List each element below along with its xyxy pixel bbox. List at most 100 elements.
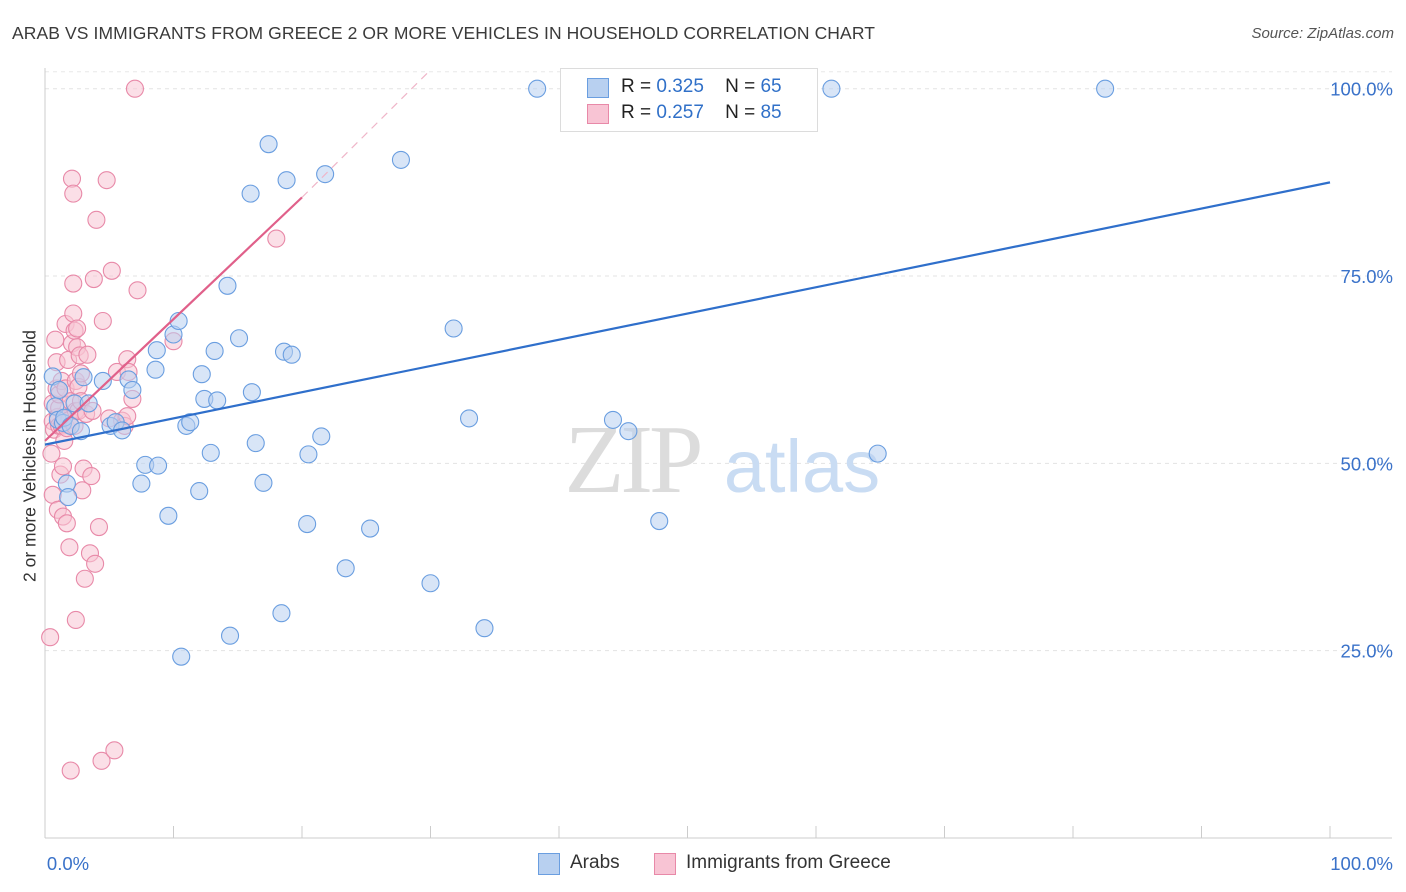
- greece-point: [60, 538, 79, 557]
- arabs-point: [181, 413, 200, 432]
- greece-r-value: 0.257: [656, 102, 704, 123]
- arabs-point: [312, 427, 331, 446]
- arabs-r-label: R =: [621, 76, 652, 97]
- arabs-point: [146, 360, 165, 379]
- legend-greece-label: Immigrants from Greece: [686, 852, 891, 873]
- greece-point: [125, 79, 144, 98]
- greece-point: [84, 269, 103, 289]
- arabs-point: [190, 482, 209, 501]
- arabs-point: [444, 319, 463, 338]
- arabs-n-value: 65: [760, 76, 782, 97]
- arabs-point: [208, 391, 227, 410]
- arabs-point: [259, 135, 278, 154]
- greece-point: [92, 751, 111, 770]
- watermark-zip: ZIP: [565, 406, 700, 514]
- arabs-point: [868, 444, 887, 463]
- greece-point: [64, 184, 83, 203]
- arabs-point: [246, 434, 265, 453]
- arabs-point: [132, 474, 151, 493]
- arabs-point: [272, 604, 291, 623]
- arabs-trend-line: [44, 181, 1331, 446]
- arabs-point: [421, 574, 440, 593]
- arabs-point: [475, 619, 494, 638]
- greece-point: [41, 628, 60, 647]
- source-label: Source: ZipAtlas.com: [1251, 25, 1394, 42]
- arabs-point: [50, 380, 69, 399]
- arabs-r-value: 0.325: [656, 76, 704, 97]
- arabs-point: [205, 341, 224, 361]
- arabs-point: [391, 150, 410, 169]
- arabs-point: [149, 456, 168, 475]
- greece-trend-extension: [301, 69, 431, 198]
- arabs-point: [822, 79, 841, 98]
- greece-n-value: 85: [760, 102, 782, 123]
- watermark-atlas: atlas: [724, 425, 880, 508]
- arabs-point: [1096, 79, 1115, 98]
- greece-point: [61, 761, 80, 780]
- greece-point: [43, 485, 62, 504]
- y-tick-label: 100.0%: [1330, 79, 1393, 100]
- x-tick-label-max: 100.0%: [1330, 853, 1393, 874]
- arabs-point: [528, 79, 547, 98]
- greece-point: [87, 210, 106, 229]
- arabs-point: [298, 515, 317, 534]
- arabs-point: [192, 365, 211, 384]
- stats-legend: R = 0.325 N = 65 R = 0.257 N = 85: [560, 68, 818, 132]
- greece-point: [64, 304, 83, 323]
- arabs-point: [93, 371, 112, 390]
- x-tick-label-min: 0.0%: [47, 853, 89, 874]
- legend-arabs-swatch: [538, 853, 560, 875]
- legend-arabs-label: Arabs: [570, 852, 620, 873]
- arabs-point: [229, 329, 249, 348]
- legend-greece-swatch: [654, 853, 676, 875]
- chart-title: ARAB VS IMMIGRANTS FROM GREECE 2 OR MORE…: [12, 23, 876, 43]
- greece-point: [128, 281, 147, 300]
- y-tick-label: 75.0%: [1341, 266, 1393, 287]
- greece-point: [46, 330, 65, 349]
- arabs-point: [242, 383, 261, 402]
- tick-labels: 25.0% 50.0% 75.0% 100.0% 0.0% 100.0%: [47, 79, 1393, 874]
- greece-point: [82, 467, 101, 486]
- greece-point: [68, 319, 87, 338]
- arabs-point: [172, 647, 191, 666]
- y-tick-label: 25.0%: [1341, 641, 1393, 662]
- arabs-point: [79, 394, 98, 413]
- series-arabs-points: [43, 79, 1115, 666]
- arabs-point: [123, 380, 142, 399]
- greece-point: [66, 610, 85, 630]
- y-axis-label: 2 or more Vehicles in Household: [19, 330, 40, 582]
- greece-point: [89, 518, 109, 537]
- arabs-point: [59, 488, 78, 507]
- arabs-point: [277, 171, 296, 190]
- arabs-point: [459, 409, 479, 428]
- arabs-point: [650, 512, 669, 531]
- greece-point: [75, 569, 94, 588]
- greece-r-label: R =: [621, 102, 652, 123]
- greece-point: [62, 169, 82, 188]
- greece-point: [102, 261, 121, 280]
- arabs-point: [201, 443, 220, 462]
- greece-point: [86, 554, 105, 573]
- greece-point: [78, 345, 97, 364]
- arabs-point: [299, 445, 318, 464]
- arabs-point: [159, 506, 178, 525]
- axes: [44, 68, 1392, 839]
- arabs-swatch: [587, 78, 609, 98]
- greece-point: [53, 457, 73, 476]
- greece-point: [42, 444, 61, 463]
- greece-point: [267, 229, 286, 248]
- trend-lines: [44, 69, 1331, 446]
- greece-point: [105, 741, 124, 760]
- arabs-point: [336, 559, 355, 578]
- greece-point: [93, 311, 112, 331]
- arabs-point: [619, 422, 638, 441]
- arabs-n-label: N =: [725, 76, 756, 97]
- arabs-point: [603, 410, 623, 429]
- arabs-point: [147, 341, 166, 360]
- arabs-point: [218, 276, 237, 295]
- grid-lines: [45, 71, 1392, 652]
- arabs-point: [254, 473, 273, 492]
- arabs-point: [220, 626, 240, 645]
- arabs-stats: R = 0.325 N = 65: [621, 76, 782, 98]
